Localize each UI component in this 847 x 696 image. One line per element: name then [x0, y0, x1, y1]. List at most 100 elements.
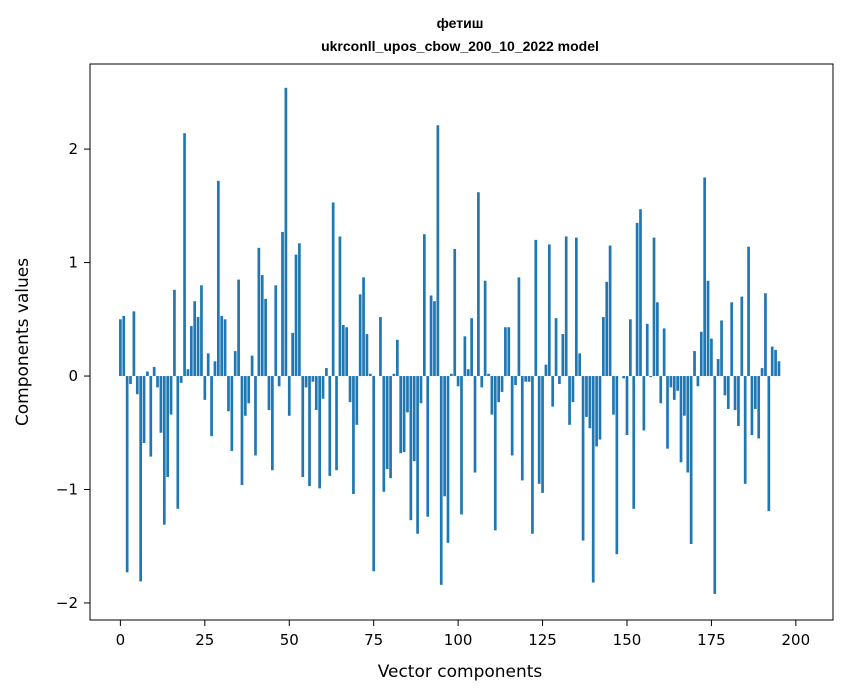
bar-67: [345, 327, 349, 377]
bar-146: [612, 376, 615, 415]
bar-193: [770, 346, 774, 377]
bar-132: [564, 236, 568, 377]
bar-32: [227, 376, 230, 412]
bar-35: [237, 279, 240, 377]
bar-20: [186, 369, 190, 377]
bar-113: [500, 376, 504, 392]
x-tick-label-0: 0: [116, 631, 126, 649]
bar-139: [588, 376, 592, 429]
bar-191: [764, 293, 767, 377]
bar-152: [632, 376, 636, 509]
bar-102: [463, 336, 467, 377]
bar-184: [740, 296, 744, 377]
bar-137: [581, 376, 585, 541]
bar-66: [341, 324, 345, 377]
y-tick-label-2: 0: [68, 367, 78, 385]
bar-97: [446, 376, 450, 543]
bar-22: [193, 301, 197, 377]
plot-frame: [89, 63, 834, 621]
bar-175: [710, 338, 713, 377]
bar-78: [382, 376, 386, 492]
x-tick-label-1: 25: [195, 631, 214, 649]
bar-131: [561, 334, 565, 377]
bar-188: [753, 376, 757, 409]
bar-118: [517, 277, 521, 377]
y-tick-label-0: −2: [56, 594, 78, 612]
bar-190: [760, 368, 764, 377]
bar-162: [666, 376, 669, 449]
bar-30: [220, 315, 224, 377]
bar-158: [652, 237, 656, 377]
bar-86: [409, 376, 413, 521]
bar-160: [659, 376, 663, 404]
bar-28: [213, 361, 217, 377]
bar-94: [436, 125, 440, 377]
bar-59: [318, 376, 321, 489]
bar-12: [159, 376, 163, 433]
bar-145: [608, 245, 612, 377]
bar-49: [284, 87, 288, 377]
bar-40: [254, 376, 257, 456]
bar-144: [605, 281, 609, 377]
bar-189: [757, 376, 761, 439]
bar-121: [527, 376, 531, 382]
bar-51: [291, 332, 294, 377]
bar-54: [301, 376, 305, 478]
bar-74: [368, 373, 372, 377]
bar-154: [639, 209, 642, 377]
bar-115: [507, 327, 511, 377]
bar-62: [328, 376, 332, 476]
bar-77: [379, 317, 382, 377]
bar-163: [669, 376, 673, 388]
bar-136: [578, 353, 582, 377]
bar-18: [179, 376, 183, 383]
bar-47: [277, 376, 281, 387]
bar-1: [122, 315, 126, 377]
bar-83: [399, 376, 403, 454]
bar-104: [470, 318, 473, 377]
bar-41: [257, 247, 261, 377]
bar-178: [720, 320, 723, 377]
x-tick-label-6: 150: [613, 631, 642, 649]
bar-42: [260, 275, 264, 377]
bar-19: [183, 133, 186, 377]
bar-84: [402, 376, 406, 453]
bar-61: [325, 368, 328, 377]
bar-46: [274, 285, 278, 377]
bar-33: [230, 376, 234, 451]
bar-9: [149, 376, 153, 457]
y-tick-label-3: 1: [68, 254, 78, 272]
bar-151: [629, 319, 632, 377]
bar-15: [169, 376, 173, 415]
bar-195: [777, 361, 781, 377]
bar-179: [723, 376, 727, 396]
bar-72: [362, 277, 365, 377]
bar-166: [679, 376, 683, 463]
bar-185: [743, 376, 747, 484]
x-tick-label-5: 125: [528, 631, 557, 649]
bar-129: [554, 318, 558, 377]
bar-79: [385, 376, 389, 470]
chart-subtitle: ukrconll_upos_cbow_200_10_2022 model: [321, 38, 599, 54]
bar-71: [358, 294, 362, 377]
bar-0: [119, 319, 122, 377]
bar-95: [439, 376, 443, 585]
bar-128: [551, 376, 555, 407]
y-tick-label-1: −1: [56, 481, 78, 499]
x-tick-label-8: 200: [782, 631, 811, 649]
bar-168: [686, 376, 690, 473]
x-axis-ticks: 0 25 50 75 100 125 150 175 200: [116, 620, 811, 649]
bar-44: [267, 376, 271, 411]
bar-87: [412, 376, 416, 462]
bar-192: [767, 376, 771, 512]
x-tick-label-4: 100: [444, 631, 473, 649]
bar-68: [348, 376, 352, 403]
bar-120: [524, 376, 528, 382]
bar-105: [473, 376, 477, 473]
bar-45: [271, 376, 274, 471]
bar-17: [176, 376, 180, 509]
bar-4: [132, 311, 136, 377]
bar-10: [152, 366, 156, 377]
bar-124: [537, 376, 541, 484]
